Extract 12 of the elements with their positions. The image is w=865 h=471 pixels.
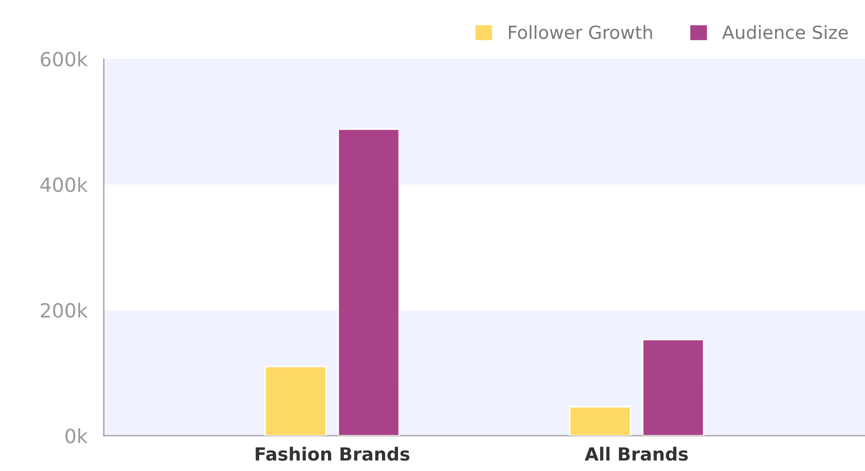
legend-label: Follower Growth <box>509 25 652 40</box>
bar <box>642 338 704 436</box>
bar <box>264 366 327 436</box>
x-tick-label: Fashion Brands <box>256 446 410 461</box>
y-tick-label: 200k <box>40 302 88 318</box>
y-tick-label: 400k <box>40 177 88 192</box>
y-tick-label: 0k <box>65 428 88 444</box>
y-tick-label: 600k <box>40 51 88 67</box>
bar <box>568 406 632 436</box>
bar <box>338 128 400 436</box>
legend-label: Audience Size <box>722 25 848 40</box>
x-tick-label: All Brands <box>584 446 688 461</box>
